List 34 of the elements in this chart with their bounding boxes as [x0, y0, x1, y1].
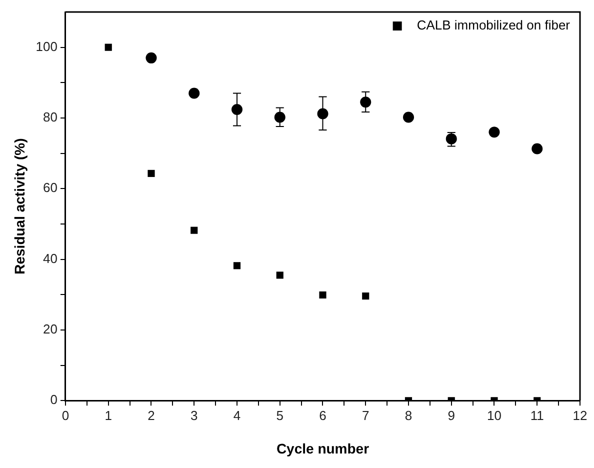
x-tick-label: 8	[404, 408, 412, 423]
point	[190, 226, 198, 234]
x-tick-label: 0	[62, 408, 70, 423]
point	[148, 170, 155, 177]
point	[488, 126, 500, 138]
x-tick-label: 10	[487, 408, 502, 423]
x-tick-label: 12	[572, 408, 588, 423]
y-tick-label: 80	[43, 110, 58, 125]
x-axis-title: Cycle number	[276, 440, 370, 456]
x-tick-label: 6	[319, 408, 326, 423]
y-tick-label: 40	[43, 250, 58, 266]
x-tick-label: 2	[148, 408, 155, 423]
x-tick-label: 4	[233, 408, 241, 423]
y-tick-label: 0	[50, 392, 58, 408]
x-tick-label: 3	[190, 408, 198, 423]
legend-label: CALB immobilized on fiber	[416, 18, 571, 33]
point	[402, 112, 414, 123]
point	[104, 44, 112, 51]
point	[362, 292, 370, 300]
y-tick-label: 20	[43, 322, 58, 337]
point	[146, 52, 157, 64]
point	[233, 262, 241, 270]
x-tick-label: 7	[362, 408, 370, 423]
point	[188, 88, 200, 99]
point	[532, 143, 543, 154]
x-tick-label: 9	[448, 408, 455, 423]
x-tick-label: 5	[276, 408, 284, 423]
y-tick-label: 60	[43, 180, 58, 196]
x-tick-label: 1	[104, 408, 112, 423]
point	[276, 272, 284, 279]
x-tick-label: 11	[530, 408, 544, 423]
point	[319, 291, 326, 299]
y-axis-title: Residual activity (%)	[11, 138, 28, 274]
y-tick-label: 100	[36, 38, 58, 54]
